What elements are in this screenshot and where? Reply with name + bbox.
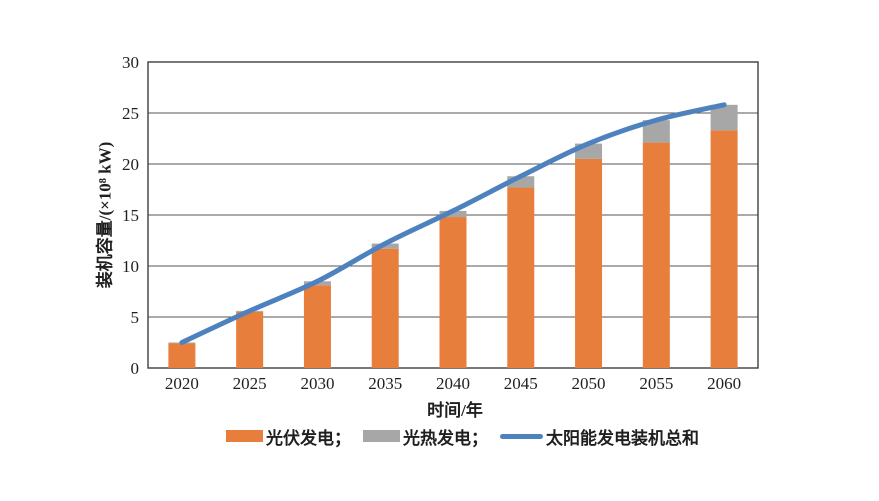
bar-pv-2045 [507, 187, 535, 368]
bar-pv-2060 [710, 130, 738, 368]
bar-pv-2025 [236, 311, 264, 368]
total-capacity-line [179, 102, 727, 345]
bar-csp-2040 [439, 210, 467, 218]
pv-color-swatch-icon [226, 430, 263, 442]
x-tick-label: 2025 [233, 374, 267, 393]
x-tick-label: 2060 [707, 374, 741, 393]
legend-item-total-line: 太阳能发电装机总和 [500, 425, 699, 448]
chart-legend: 光伏发电； 光热发电； 太阳能发电装机总和 [0, 425, 879, 449]
y-axis-title: 装机容量/(×10⁸ kW) [95, 141, 115, 289]
total-line-swatch-icon [500, 433, 543, 439]
x-tick-label: 2040 [436, 374, 470, 393]
legend-label-csp: 光热发电； [403, 428, 488, 448]
x-tick-label: 2050 [572, 374, 606, 393]
y-tick-label: 5 [131, 308, 140, 327]
bar-pv-2020 [168, 343, 196, 368]
y-tick-label: 15 [122, 206, 139, 225]
bar-csp-2045 [507, 176, 535, 188]
csp-color-swatch-icon [363, 430, 400, 442]
x-tick-label: 2055 [639, 374, 673, 393]
x-tick-label: 2035 [368, 374, 402, 393]
x-axis-title: 时间/年 [427, 401, 483, 420]
y-tick-label: 20 [122, 155, 139, 174]
x-tick-label: 2020 [165, 374, 199, 393]
bar-pv-2055 [642, 142, 670, 368]
y-tick-label: 30 [122, 53, 139, 72]
y-tick-label: 10 [122, 257, 139, 276]
y-tick-label: 0 [131, 359, 140, 378]
x-tick-label: 2030 [300, 374, 334, 393]
legend-label-pv: 光伏发电； [266, 428, 351, 448]
legend-item-csp: 光热发电； [363, 425, 488, 448]
bar-pv-2040 [439, 217, 467, 368]
bar-pv-2050 [575, 158, 603, 368]
bar-pv-2035 [371, 248, 399, 368]
legend-label-total: 太阳能发电装机总和 [546, 428, 699, 448]
bar-pv-2030 [303, 285, 331, 368]
y-tick-label: 25 [122, 104, 139, 123]
legend-item-pv: 光伏发电； [226, 425, 351, 448]
x-tick-label: 2045 [504, 374, 538, 393]
bar-csp-2055 [642, 120, 670, 143]
